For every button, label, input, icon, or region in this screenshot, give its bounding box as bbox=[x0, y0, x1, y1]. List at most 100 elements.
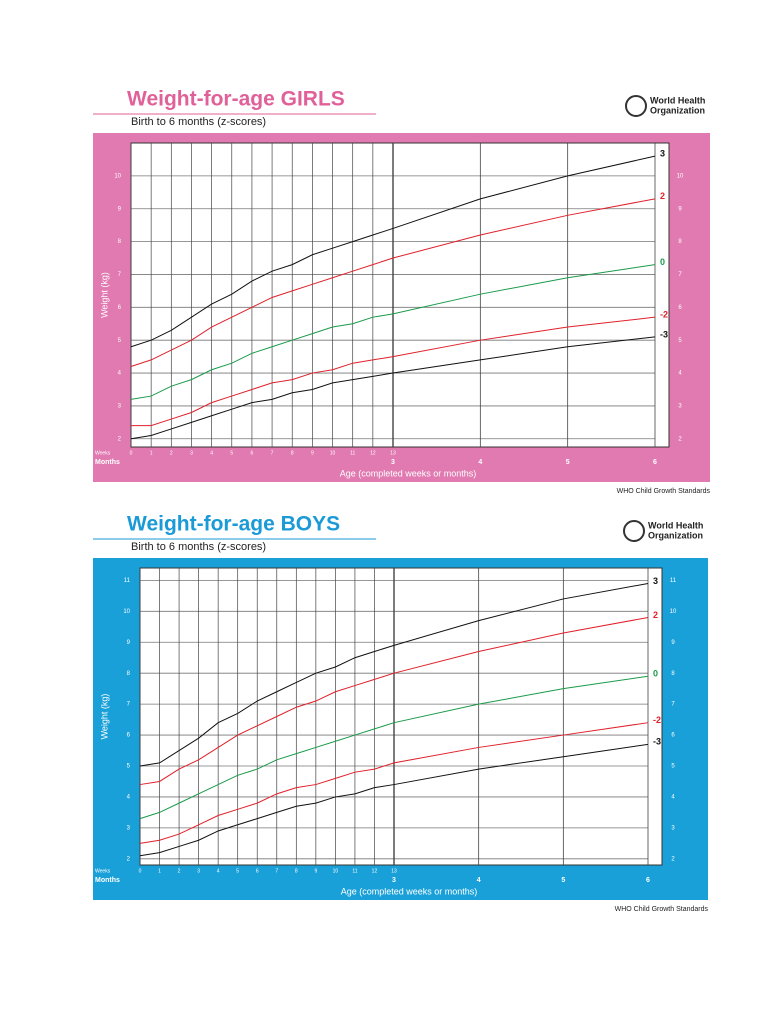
y-tick-label: 11 bbox=[670, 578, 677, 584]
who-logo bbox=[625, 95, 647, 117]
y-tick-label: 8 bbox=[118, 239, 122, 245]
x-tick-label: 3 bbox=[197, 868, 200, 874]
x-tick-label: 1 bbox=[150, 450, 153, 456]
x-tick-label: 4 bbox=[217, 868, 220, 874]
x-tick-label: 13 bbox=[390, 450, 396, 456]
x-tick-label: 0 bbox=[130, 450, 133, 456]
x-tick-label: 13 bbox=[391, 868, 397, 874]
x-tick-label: 1 bbox=[158, 868, 161, 874]
series-line bbox=[130, 336, 656, 440]
y-tick-label: 8 bbox=[678, 239, 682, 245]
x-tick-label: 7 bbox=[275, 868, 278, 874]
subtitle: Birth to 6 months (z-scores) bbox=[131, 116, 266, 128]
series-label: 3 bbox=[653, 576, 658, 586]
footer: WHO Child Growth Standards bbox=[615, 906, 709, 913]
x-tick-label: 2 bbox=[178, 868, 181, 874]
y-tick-label: 5 bbox=[127, 764, 131, 770]
x-tick-label: 4 bbox=[210, 450, 213, 456]
x-tick-label: 0 bbox=[139, 868, 142, 874]
x-tick-label: 3 bbox=[392, 877, 396, 884]
y-tick-label: 4 bbox=[678, 371, 682, 377]
y-tick-label: 11 bbox=[124, 578, 131, 584]
x-tick-label: 8 bbox=[291, 450, 294, 456]
x-tick-label: 11 bbox=[352, 868, 357, 874]
x-axis-label: Age (completed weeks or months) bbox=[340, 468, 477, 478]
series-line bbox=[139, 617, 649, 786]
series-label: 0 bbox=[653, 669, 658, 679]
y-tick-label: 6 bbox=[671, 733, 675, 739]
x-tick-label: 6 bbox=[646, 877, 650, 884]
x-tick-label: 2 bbox=[170, 450, 173, 456]
series-label: -2 bbox=[660, 310, 668, 320]
y-tick-label: 3 bbox=[671, 825, 675, 831]
plot-area bbox=[139, 567, 663, 866]
y-tick-label: 2 bbox=[671, 856, 675, 862]
y-axis-label: Weight (kg) bbox=[99, 272, 109, 318]
x-tick-label: 5 bbox=[566, 459, 570, 466]
weeks-label: Weeks bbox=[95, 868, 111, 874]
x-tick-label: 10 bbox=[330, 450, 336, 456]
series-line bbox=[139, 582, 649, 767]
y-tick-label: 9 bbox=[127, 640, 131, 646]
y-tick-label: 6 bbox=[118, 305, 122, 311]
y-tick-label: 8 bbox=[127, 671, 131, 677]
x-tick-label: 8 bbox=[295, 868, 298, 874]
brand-line: Organization bbox=[650, 105, 705, 115]
x-tick-label: 9 bbox=[311, 450, 314, 456]
x-tick-label: 6 bbox=[653, 459, 657, 466]
series-label: -3 bbox=[660, 329, 668, 339]
y-tick-label: 10 bbox=[677, 173, 684, 179]
chart-title: Weight-for-age GIRLS bbox=[127, 88, 345, 111]
y-tick-label: 10 bbox=[114, 173, 121, 179]
series-label: 3 bbox=[660, 149, 665, 159]
y-tick-label: 9 bbox=[118, 206, 122, 212]
brand-line: World Health bbox=[648, 520, 703, 530]
y-tick-label: 7 bbox=[127, 702, 131, 708]
y-tick-label: 6 bbox=[127, 733, 131, 739]
y-tick-label: 4 bbox=[127, 795, 131, 801]
subtitle: Birth to 6 months (z-scores) bbox=[131, 541, 266, 553]
y-tick-label: 3 bbox=[118, 403, 122, 409]
series-label: -2 bbox=[653, 715, 661, 725]
y-tick-label: 10 bbox=[123, 609, 130, 615]
x-tick-label: 10 bbox=[333, 868, 339, 874]
y-tick-label: 4 bbox=[118, 371, 122, 377]
y-tick-label: 7 bbox=[678, 272, 682, 278]
series-line bbox=[139, 675, 649, 820]
series-label: -3 bbox=[653, 737, 661, 747]
x-tick-label: 6 bbox=[251, 450, 254, 456]
chart-title: Weight-for-age BOYS bbox=[127, 513, 340, 536]
x-tick-label: 5 bbox=[561, 877, 565, 884]
series-label: 2 bbox=[653, 610, 658, 620]
y-tick-label: 9 bbox=[678, 206, 682, 212]
x-tick-label: 5 bbox=[230, 450, 233, 456]
who-logo bbox=[623, 520, 645, 542]
x-tick-label: 5 bbox=[236, 868, 239, 874]
y-tick-label: 5 bbox=[118, 338, 122, 344]
brand-line: Organization bbox=[648, 530, 703, 540]
y-axis-label: Weight (kg) bbox=[99, 694, 109, 740]
x-tick-label: 12 bbox=[372, 868, 378, 874]
x-tick-label: 3 bbox=[190, 450, 193, 456]
series-line bbox=[139, 722, 649, 844]
y-tick-label: 5 bbox=[671, 764, 675, 770]
weeks-label: Weeks bbox=[95, 450, 111, 456]
x-tick-label: 12 bbox=[370, 450, 376, 456]
x-axis-label: Age (completed weeks or months) bbox=[341, 886, 478, 896]
y-tick-label: 3 bbox=[127, 825, 131, 831]
y-tick-label: 2 bbox=[678, 436, 682, 442]
x-tick-label: 6 bbox=[256, 868, 259, 874]
y-tick-label: 2 bbox=[118, 436, 122, 442]
y-tick-label: 2 bbox=[127, 856, 131, 862]
series-line bbox=[130, 264, 656, 400]
plot-area bbox=[130, 142, 670, 448]
y-tick-label: 4 bbox=[671, 795, 675, 801]
y-tick-label: 6 bbox=[678, 305, 682, 311]
y-tick-label: 9 bbox=[671, 640, 675, 646]
x-tick-label: 7 bbox=[271, 450, 274, 456]
series-line bbox=[130, 155, 656, 348]
x-tick-label: 4 bbox=[477, 877, 481, 884]
months-label: Months bbox=[95, 459, 120, 466]
series-label: 2 bbox=[660, 191, 665, 201]
